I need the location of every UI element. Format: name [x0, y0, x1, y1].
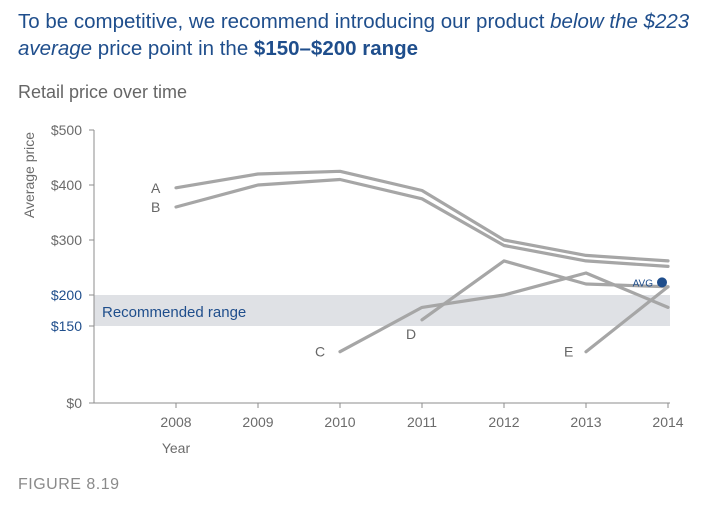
- figure-label: FIGURE 8.19: [18, 476, 120, 493]
- recommended-range-band: [94, 295, 670, 326]
- series-label-b: B: [151, 199, 160, 215]
- headline-text: To be competitive, we recommend introduc…: [18, 10, 551, 33]
- series-label-a: A: [151, 180, 161, 196]
- average-label: AVG: [633, 278, 654, 289]
- headline-italic: below the $223 average: [18, 10, 690, 60]
- recommended-range-label: Recommended range: [102, 304, 246, 321]
- headline-text-2: price point in the: [92, 37, 254, 60]
- x-tick-label: 2014: [652, 414, 683, 430]
- average-marker: [657, 277, 667, 288]
- series-line-b: [174, 177, 670, 268]
- series-label-d: D: [406, 326, 416, 342]
- x-tick-label: 2011: [407, 414, 437, 430]
- series-line-d: [420, 259, 670, 322]
- x-tick-label: 2012: [488, 414, 519, 430]
- y-tick-label: $150: [51, 318, 82, 334]
- x-tick-label: 2009: [242, 414, 273, 430]
- headline: To be competitive, we recommend introduc…: [18, 8, 718, 62]
- x-tick-label: 2008: [160, 414, 191, 430]
- series-label-e: E: [564, 344, 573, 360]
- x-axis-label: Year: [162, 440, 191, 456]
- line-chart: Recommended range $0 $150 $200 $300 $400 $500 2…: [51, 122, 684, 456]
- y-tick-label: $400: [51, 177, 82, 193]
- y-tick-label: $500: [51, 122, 82, 138]
- y-tick-label: $0: [66, 395, 82, 411]
- series-line-e: [584, 285, 670, 354]
- y-tick-label: $300: [51, 232, 82, 248]
- series-label-c: C: [315, 344, 325, 360]
- x-tick-label: 2010: [324, 414, 355, 430]
- y-tick-label: $200: [51, 287, 82, 303]
- x-tick-label: 2013: [570, 414, 601, 430]
- series-line-a: [174, 169, 670, 263]
- headline-bold: $150–$200 range: [253, 37, 419, 60]
- chart-title: Retail price over time: [18, 82, 188, 102]
